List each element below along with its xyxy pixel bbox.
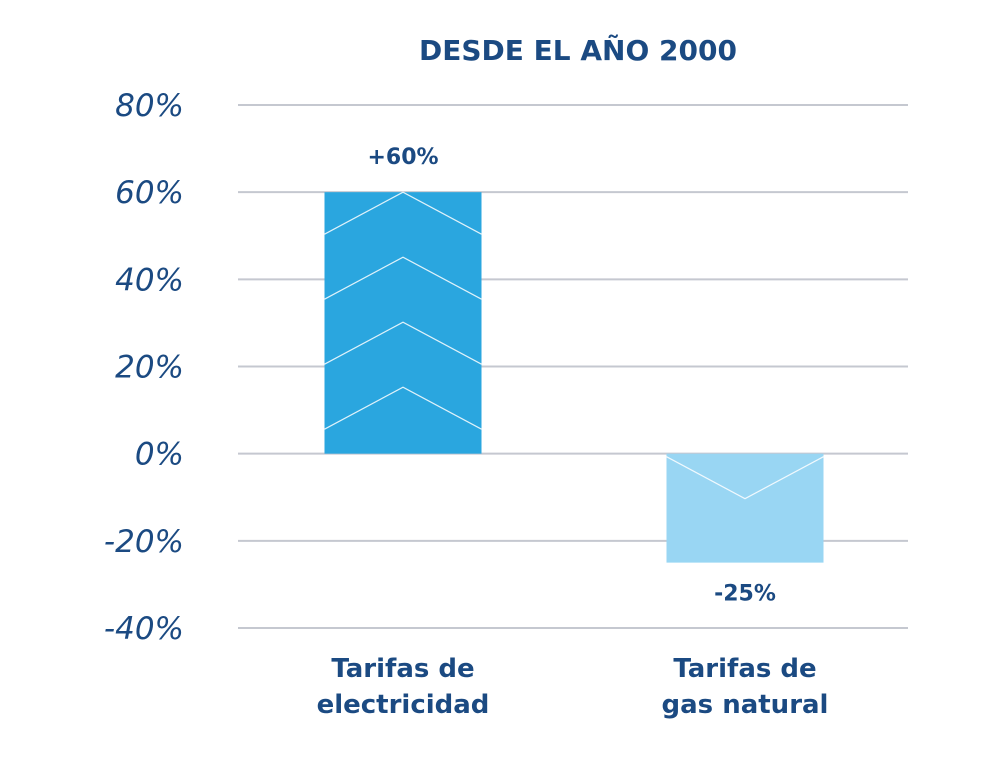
y-axis-ticks: 80% 60% 40% 20% 0% -20% -40%: [104, 88, 184, 647]
y-tick-label: 40%: [115, 262, 184, 298]
bars: [324, 191, 824, 563]
chevron-decoration: [324, 191, 482, 430]
category-label: Tarifas de: [673, 654, 816, 684]
data-label: -25%: [714, 582, 776, 607]
chevron-decoration: [666, 456, 824, 500]
y-tick-label: -40%: [104, 611, 184, 647]
data-labels: +60% -25%: [367, 145, 775, 606]
chevron-line: [324, 256, 482, 300]
chevron-line: [324, 386, 482, 430]
bar: [324, 192, 482, 454]
category-label: Tarifas de: [331, 654, 474, 684]
y-tick-label: -20%: [104, 524, 184, 560]
chart-title: DESDE EL AÑO 2000: [419, 33, 737, 67]
y-tick-label: 80%: [115, 88, 184, 124]
category-label: electricidad: [317, 690, 490, 720]
category-label: gas natural: [662, 690, 829, 720]
y-tick-label: 0%: [135, 437, 184, 473]
chevron-line: [324, 191, 482, 235]
chevron-line: [666, 456, 824, 500]
category-labels: Tarifas de electricidad Tarifas de gas natu…: [317, 654, 829, 720]
y-tick-label: 60%: [115, 175, 184, 211]
data-label: +60%: [367, 145, 438, 170]
bar: [666, 453, 824, 563]
y-tick-label: 20%: [115, 350, 184, 386]
chevron-line: [324, 321, 482, 365]
